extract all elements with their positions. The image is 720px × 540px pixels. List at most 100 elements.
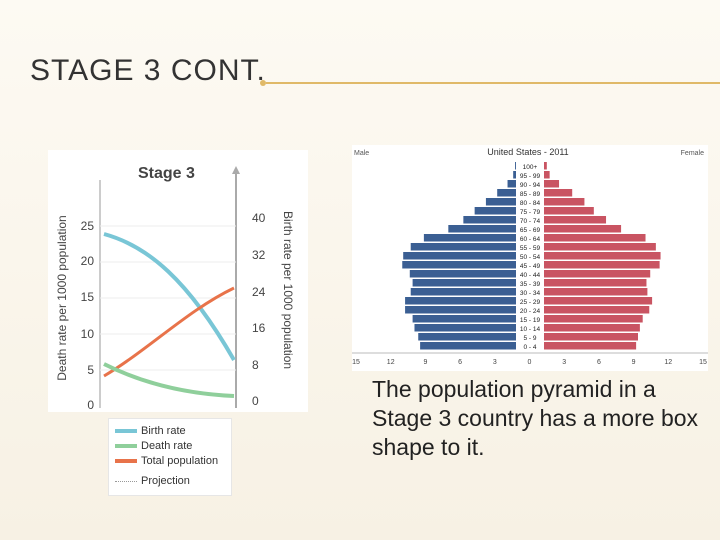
female-bar xyxy=(544,252,661,260)
total-population-line xyxy=(103,286,235,378)
male-bar xyxy=(414,324,516,332)
female-bar xyxy=(544,180,560,188)
male-bar xyxy=(418,333,516,341)
population-pyramid: Male United States - 2011 Female 100+95 … xyxy=(352,145,708,371)
legend-total: Total population xyxy=(115,454,218,468)
legend-birth-label: Birth rate xyxy=(141,425,186,437)
age-label: 5 - 9 xyxy=(523,335,536,342)
age-label: 25 - 29 xyxy=(520,299,541,306)
right-tick-0: 0 xyxy=(252,394,259,408)
slide-title: STAGE 3 CONT. xyxy=(30,54,266,87)
stage-chart-title: Stage 3 xyxy=(138,165,195,182)
x-tick-label: 3 xyxy=(493,359,497,366)
male-bar xyxy=(423,234,516,242)
legend-death-label: Death rate xyxy=(141,440,193,452)
female-bar xyxy=(544,234,646,242)
age-label: 30 - 34 xyxy=(520,290,541,297)
age-label: 75 - 79 xyxy=(520,209,541,216)
age-label: 20 - 24 xyxy=(520,308,541,315)
female-bar xyxy=(544,297,653,305)
male-bar xyxy=(412,279,516,287)
female-bar xyxy=(544,333,638,341)
age-label: 0 - 4 xyxy=(523,344,536,351)
female-bar xyxy=(544,288,648,296)
female-bar xyxy=(544,162,547,170)
age-label: 80 - 84 xyxy=(520,200,541,207)
age-label: 50 - 54 xyxy=(520,254,541,261)
right-tick-40: 40 xyxy=(252,211,266,225)
title-rule-dot xyxy=(260,80,266,86)
female-bar xyxy=(544,324,640,332)
female-bar xyxy=(544,243,656,251)
x-tick-label: 15 xyxy=(699,359,707,366)
x-tick-label: 9 xyxy=(632,359,636,366)
male-bar xyxy=(412,315,516,323)
male-bar xyxy=(403,252,516,260)
left-tick-15: 15 xyxy=(81,290,95,304)
chart-legend: Birth rate Death rate Total population P… xyxy=(108,418,232,496)
age-label: 85 - 89 xyxy=(520,191,541,198)
age-label: 40 - 44 xyxy=(520,272,541,279)
female-bar xyxy=(544,207,594,215)
death-rate-line xyxy=(103,362,235,398)
legend-death-swatch xyxy=(115,444,137,448)
body-text: The population pyramid in a Stage 3 coun… xyxy=(372,376,699,460)
x-tick-label: 3 xyxy=(562,359,566,366)
x-tick-label: 9 xyxy=(423,359,427,366)
age-label: 35 - 39 xyxy=(520,281,541,288)
legend-birth: Birth rate xyxy=(115,424,186,438)
female-bar xyxy=(544,270,651,278)
female-bar xyxy=(544,198,585,206)
birth-rate-line xyxy=(103,232,236,361)
female-bar xyxy=(544,225,622,233)
x-tick-label: 12 xyxy=(387,359,395,366)
male-bar xyxy=(420,342,516,350)
male-bar xyxy=(497,189,516,197)
legend-projection: Projection xyxy=(115,474,190,488)
left-axis-label: Death rate per 1000 population xyxy=(55,215,69,380)
female-bar xyxy=(544,189,573,197)
female-bar xyxy=(544,342,637,350)
male-bar xyxy=(515,162,516,170)
legend-projection-label: Projection xyxy=(141,475,190,487)
age-label: 60 - 64 xyxy=(520,236,541,243)
male-bar xyxy=(448,225,516,233)
x-tick-label: 15 xyxy=(352,359,360,366)
male-bar xyxy=(513,171,516,179)
legend-total-swatch xyxy=(115,459,137,463)
left-tick-5: 5 xyxy=(87,363,94,377)
x-tick-label: 6 xyxy=(458,359,462,366)
left-tick-25: 25 xyxy=(81,219,95,233)
male-bar xyxy=(410,243,516,251)
right-tick-16: 16 xyxy=(252,321,266,335)
title-rule xyxy=(266,82,720,84)
female-bar xyxy=(544,315,643,323)
male-bar xyxy=(485,198,516,206)
age-label: 70 - 74 xyxy=(520,218,541,225)
male-bar xyxy=(402,261,516,269)
x-tick-label: 6 xyxy=(597,359,601,366)
right-tick-24: 24 xyxy=(252,285,266,299)
female-bar xyxy=(544,171,550,179)
female-bar xyxy=(544,216,607,224)
male-bar xyxy=(405,297,516,305)
pyramid-male-label: Male xyxy=(354,150,369,157)
age-label: 95 - 99 xyxy=(520,173,541,180)
age-label: 100+ xyxy=(523,164,538,171)
x-tick-label: 12 xyxy=(664,359,672,366)
male-bar xyxy=(409,270,516,278)
male-bar xyxy=(405,306,516,314)
age-label: 10 - 14 xyxy=(520,326,541,333)
legend-birth-swatch xyxy=(115,429,137,433)
pyramid-female-label: Female xyxy=(681,150,704,157)
male-bar xyxy=(463,216,516,224)
right-tick-8: 8 xyxy=(252,358,259,372)
stage-chart: Stage 3 25 20 15 10 5 0 40 32 24 16 xyxy=(48,150,308,412)
right-axis-label: Birth rate per 1000 population xyxy=(281,211,295,369)
age-label: 90 - 94 xyxy=(520,182,541,189)
legend-total-label: Total population xyxy=(141,455,219,467)
female-bar xyxy=(544,306,650,314)
left-tick-10: 10 xyxy=(81,327,95,341)
legend-projection-swatch xyxy=(115,480,137,482)
age-label: 65 - 69 xyxy=(520,227,541,234)
